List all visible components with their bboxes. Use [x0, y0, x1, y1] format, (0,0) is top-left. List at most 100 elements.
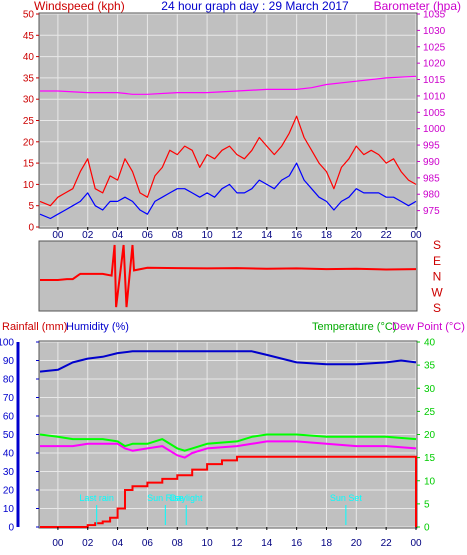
barometer-tick-label: 1000	[423, 124, 446, 135]
humidity-tick-label: 10	[3, 504, 15, 515]
x-tick-label: 20	[351, 538, 363, 549]
annotation-label: Last rain	[79, 493, 114, 503]
dewpoint-axis-title: Dew Point (°C)	[392, 321, 465, 333]
x-tick-label: 10	[202, 230, 214, 241]
windspeed-tick-label: 35	[23, 73, 35, 84]
windspeed-tick-label: 0	[28, 223, 34, 234]
x-tick-label: 18	[321, 230, 333, 241]
windspeed-tick-label: 25	[23, 116, 35, 127]
x-tick-label: 00	[410, 538, 422, 549]
barometer-tick-label: 990	[423, 157, 440, 168]
barometer-tick-label: 1015	[423, 75, 446, 86]
lower-x-axis: 00 02 04 06 08 10 12 14 16 18 20 22 00	[52, 527, 422, 549]
windspeed-tick-label: 45	[23, 31, 35, 42]
barometer-tick-label: 975	[423, 206, 440, 217]
temperature-tick-label: 15	[424, 453, 436, 464]
windspeed-gust-line	[39, 115, 417, 207]
windspeed-axis: 0 5 10 15 20 25 30 35 40 45 50	[23, 10, 39, 234]
humidity-tick-label: 90	[3, 356, 15, 367]
x-tick-label: 16	[291, 538, 303, 549]
x-tick-label: 08	[172, 538, 184, 549]
barometer-tick-label: 1020	[423, 59, 446, 70]
x-tick-label: 22	[381, 538, 393, 549]
direction-plot-area	[38, 240, 418, 312]
rain-humidity-axis: 0 10 20 30 40 50 60 70 80 90 100	[0, 338, 39, 534]
x-tick-label: 12	[231, 538, 243, 549]
x-tick-label: 08	[172, 230, 184, 241]
direction-label: N	[433, 270, 442, 284]
x-tick-label: 06	[142, 538, 154, 549]
humidity-tick-label: 60	[3, 412, 15, 423]
x-tick-label: 00	[52, 538, 64, 549]
x-tick-label: 20	[351, 230, 363, 241]
temperature-tick-label: 10	[424, 476, 436, 487]
barometer-tick-label: 1030	[423, 26, 446, 37]
barometer-axis: 975 980 985 990 995 1000 1005 1010 1015 1020 1025 1…	[417, 10, 446, 217]
lower-header: Rainfall (mm) Humidity (%) Temperature (…	[2, 321, 465, 333]
humidity-tick-label: 70	[3, 393, 15, 404]
temperature-tick-label: 0	[424, 523, 430, 534]
humidity-tick-label: 20	[3, 486, 15, 497]
wind-direction-line	[40, 244, 417, 308]
temperature-tick-label: 40	[424, 338, 436, 349]
direction-label: S	[433, 301, 441, 315]
barometer-tick-label: 1010	[423, 91, 446, 102]
rainfall-line	[40, 455, 417, 528]
humidity-tick-label: 40	[3, 449, 15, 460]
lower-grid	[40, 341, 417, 528]
x-tick-label: 10	[202, 538, 214, 549]
barometer-tick-label: 985	[423, 173, 440, 184]
x-tick-label: 04	[112, 538, 124, 549]
x-tick-label: 00	[52, 230, 64, 241]
humidity-tick-label: 50	[3, 430, 15, 441]
barometer-tick-label: 1035	[423, 10, 446, 21]
humidity-tick-label: 100	[0, 338, 14, 349]
temperature-axis-title: Temperature (°C)	[312, 321, 396, 333]
temperature-axis: 0 5 10 15 20 25 30 35 40	[417, 338, 436, 534]
barometer-line	[40, 75, 417, 95]
x-tick-label: 06	[142, 230, 154, 241]
x-tick-label: 12	[231, 230, 243, 241]
humidity-axis-title: Humidity (%)	[66, 321, 129, 333]
direction-series	[40, 244, 417, 308]
windspeed-average-line	[39, 162, 417, 220]
direction-label: W	[431, 285, 443, 299]
direction-label: S	[433, 238, 441, 252]
humidity-tick-label: 80	[3, 375, 15, 386]
x-tick-label: 14	[261, 230, 273, 241]
barometer-tick-label: 1025	[423, 42, 446, 53]
barometer-axis-title: Barometer (hpa)	[374, 0, 461, 13]
wind-series	[39, 75, 417, 220]
windspeed-tick-label: 5	[28, 201, 34, 212]
x-tick-label: 02	[82, 538, 94, 549]
annotation-label: Sun Set	[330, 493, 363, 503]
temperature-tick-label: 25	[424, 407, 436, 418]
windspeed-tick-label: 30	[23, 95, 35, 106]
x-tick-label: 18	[321, 538, 333, 549]
windspeed-tick-label: 50	[23, 10, 35, 21]
lower-series	[39, 350, 417, 528]
wind-grid	[40, 13, 417, 228]
x-tick-label: 00	[410, 230, 422, 241]
dewpoint-line	[40, 440, 417, 459]
rainfall-axis-title: Rainfall (mm)	[2, 321, 67, 333]
humidity-line	[39, 350, 417, 373]
humidity-tick-label: 0	[8, 523, 14, 534]
temperature-tick-label: 5	[424, 499, 430, 510]
direction-label: E	[433, 254, 441, 268]
barometer-tick-label: 1005	[423, 108, 446, 119]
windspeed-axis-title: Windspeed (kph)	[34, 0, 125, 13]
windspeed-tick-label: 15	[23, 159, 35, 170]
x-tick-label: 04	[112, 230, 124, 241]
humidity-tick-label: 30	[3, 467, 15, 478]
windspeed-tick-label: 10	[23, 180, 35, 191]
x-tick-label: 02	[82, 230, 94, 241]
temperature-line	[39, 433, 417, 452]
graph-title: 24 hour graph day : 29 March 2017	[161, 0, 349, 13]
annotation-label: Sun Rise	[147, 493, 184, 503]
